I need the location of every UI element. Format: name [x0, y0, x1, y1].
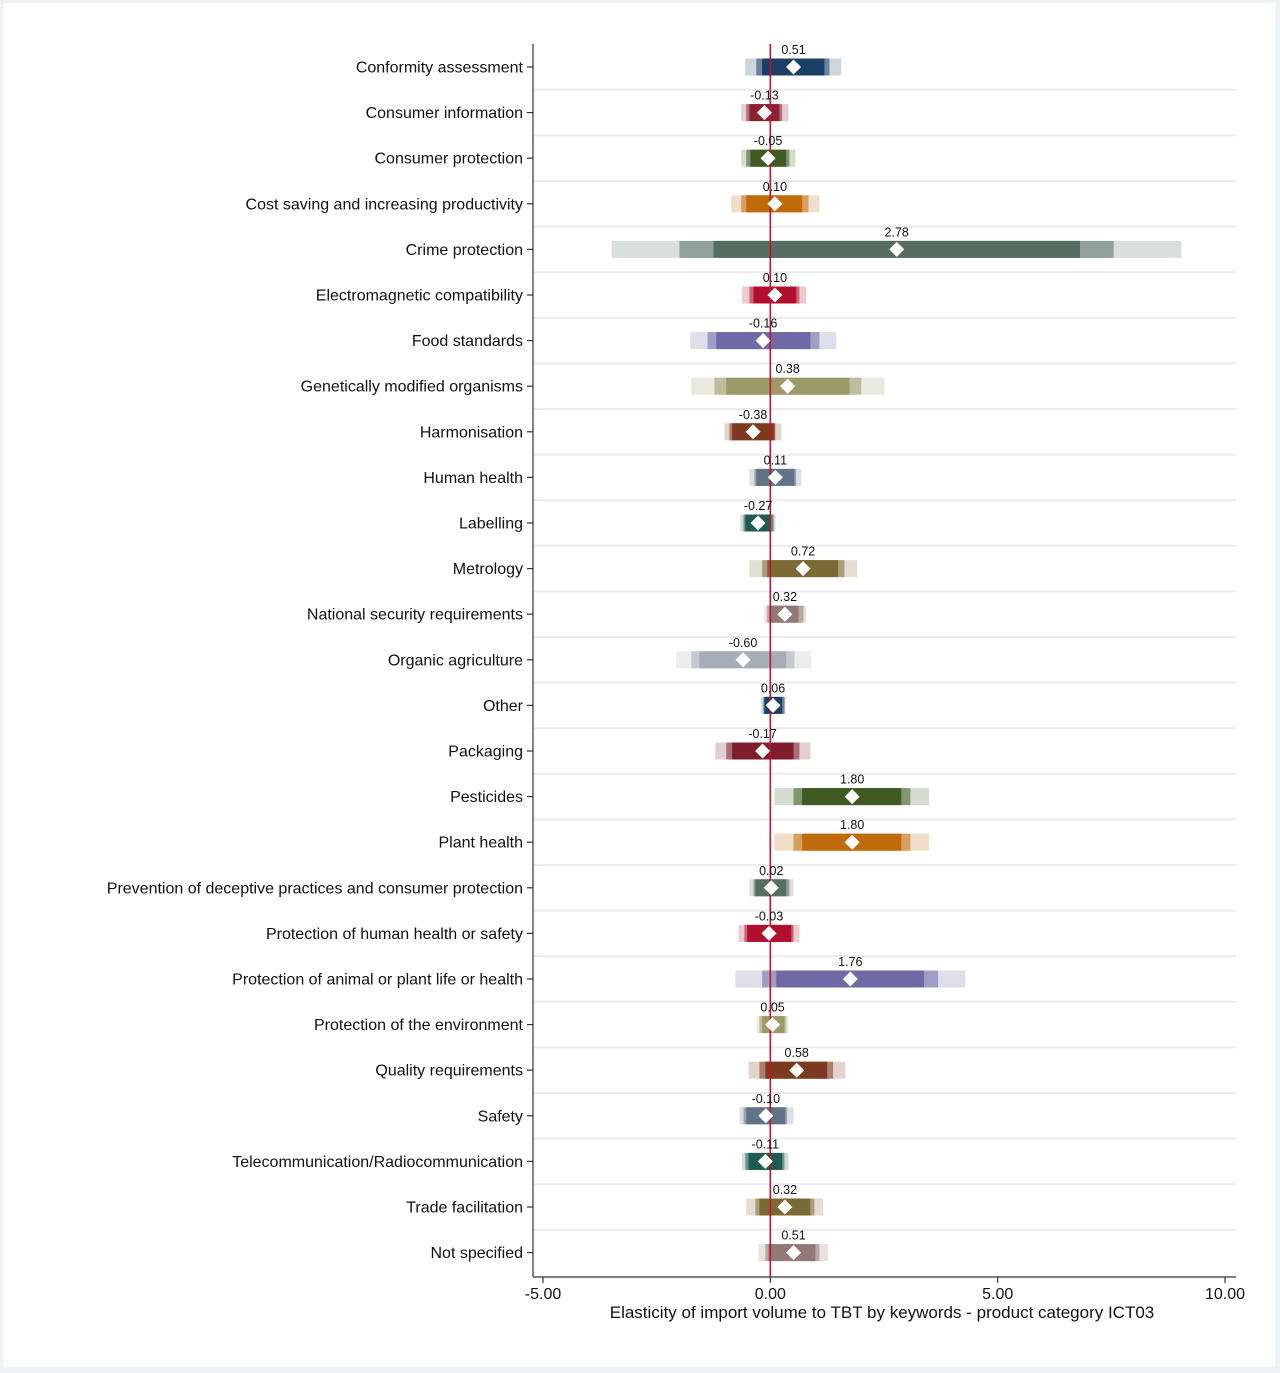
point-estimate-marker: [844, 789, 860, 805]
value-label: 0.05: [760, 1001, 784, 1015]
point-estimate-marker: [780, 378, 796, 394]
category-labels: Conformity assessment Consumer informatio…: [107, 60, 524, 1263]
category-label: Consumer information: [366, 105, 523, 122]
point-estimate-marker: [777, 1199, 793, 1215]
value-label: -0.16: [749, 317, 778, 331]
point-estimate-marker: [789, 1062, 805, 1078]
value-label: -0.60: [729, 636, 758, 650]
value-label: -0.13: [750, 89, 779, 103]
x-tick-label: -5.00: [525, 1286, 562, 1303]
value-label: -0.38: [739, 408, 768, 422]
point-estimate-marker: [760, 150, 776, 166]
category-label: Organic agriculture: [388, 652, 523, 669]
category-label: Pesticides: [450, 789, 523, 806]
category-label: Harmonisation: [420, 424, 523, 441]
point-estimate-marker: [765, 1017, 781, 1033]
value-label: 0.72: [791, 545, 815, 559]
value-label: 1.76: [838, 955, 862, 969]
point-estimate-marker: [767, 469, 783, 485]
value-label: 0.58: [785, 1046, 809, 1060]
value-label: 2.78: [885, 225, 909, 239]
category-label: Human health: [423, 470, 523, 487]
point-estimate-marker: [842, 971, 858, 987]
point-estimate-marker: [844, 834, 860, 850]
category-label: Protection of animal or plant life or he…: [232, 972, 523, 989]
value-label: 0.38: [775, 362, 799, 376]
value-label: 0.10: [763, 180, 787, 194]
gridlines: [534, 88, 1236, 1231]
chart-frame: [3, 3, 1275, 1367]
value-label: 0.06: [761, 681, 785, 695]
category-label: Not specified: [431, 1245, 524, 1262]
category-label: Conformity assessment: [356, 60, 524, 77]
category-label: Consumer protection: [374, 151, 523, 168]
category-label: Quality requirements: [375, 1063, 523, 1080]
category-label: Plant health: [438, 835, 523, 852]
category-label: Trade facilitation: [406, 1200, 523, 1217]
category-label: Safety: [478, 1108, 523, 1125]
point-estimate-marker: [786, 59, 802, 75]
category-label: Telecommunication/Radiocommunication: [232, 1154, 523, 1171]
value-label: -0.10: [752, 1092, 781, 1106]
point-estimate-marker: [786, 1245, 802, 1261]
category-label: Electromagnetic compatibility: [316, 288, 523, 305]
category-label: Other: [483, 698, 524, 715]
value-label: -0.03: [755, 909, 784, 923]
category-label: Labelling: [459, 516, 523, 533]
category-label: Protection of the environment: [314, 1017, 524, 1034]
point-estimates: [735, 59, 905, 1261]
point-estimate-marker: [777, 606, 793, 622]
point-estimate-marker: [889, 241, 905, 257]
category-label: Packaging: [448, 744, 523, 761]
category-label: National security requirements: [307, 607, 523, 624]
value-label: -0.17: [748, 727, 777, 741]
value-label: 1.80: [840, 773, 864, 787]
value-label: 0.51: [781, 1229, 805, 1243]
x-axis-title: Elasticity of import volume to TBT by ke…: [610, 1303, 1155, 1322]
point-estimate-marker: [758, 1108, 774, 1124]
value-label: 0.51: [781, 43, 805, 57]
point-estimate-marker: [767, 196, 783, 212]
value-label: -0.05: [754, 134, 783, 148]
point-estimate-marker: [761, 925, 777, 941]
value-label: 1.80: [840, 818, 864, 832]
value-label: 0.32: [773, 1183, 797, 1197]
point-estimate-marker: [756, 105, 772, 121]
point-estimate-marker: [763, 880, 779, 896]
point-estimate-marker: [755, 743, 771, 759]
point-estimate-marker: [767, 287, 783, 303]
value-label: -0.27: [744, 499, 773, 513]
x-tick-label: 0.00: [755, 1286, 786, 1303]
point-estimate-marker: [765, 697, 781, 713]
category-label: Protection of human health or safety: [266, 926, 523, 943]
category-label: Food standards: [412, 333, 523, 350]
value-label: -0.11: [752, 1137, 780, 1151]
point-estimate-marker: [750, 515, 766, 531]
category-label: Crime protection: [406, 242, 523, 259]
value-label: 0.10: [763, 271, 787, 285]
point-estimate-marker: [735, 652, 751, 668]
axes: -5.00 0.00 5.00 10.00: [525, 44, 1245, 1303]
point-estimate-marker: [795, 561, 811, 577]
value-label: 0.32: [773, 590, 797, 604]
point-estimate-marker: [755, 333, 771, 349]
point-estimate-marker: [745, 424, 761, 440]
category-label: Metrology: [453, 561, 523, 578]
category-label: Prevention of deceptive practices and co…: [107, 880, 523, 897]
point-estimate-marker: [757, 1153, 773, 1169]
category-label: Cost saving and increasing productivity: [246, 196, 523, 213]
x-tick-label: 5.00: [982, 1286, 1013, 1303]
category-label: Genetically modified organisms: [301, 379, 523, 396]
x-tick-label: 10.00: [1205, 1286, 1245, 1303]
value-label: 0.11: [764, 453, 787, 467]
value-label: 0.02: [759, 864, 783, 878]
value-labels: 0.51 -0.13 -0.05 0.10 2.78 0.10 -0.16 0.38 -0.38…: [729, 43, 909, 1243]
